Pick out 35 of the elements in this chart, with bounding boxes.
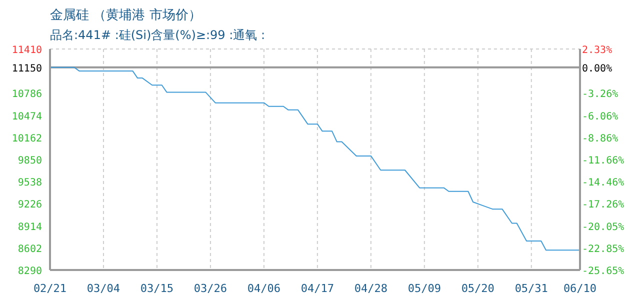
y-tick-label: 10786 xyxy=(12,89,42,100)
y-tick-label: 8602 xyxy=(18,244,42,255)
chart-title: 金属硅 （黄埔港 市场价） xyxy=(50,7,202,24)
y2-tick-label: -3.26% xyxy=(582,89,618,100)
x-tick-label: 03/04 xyxy=(86,282,120,295)
y-tick-label: 9850 xyxy=(18,156,42,166)
y2-tick-label: -14.46% xyxy=(582,178,624,189)
y-tick-label: 11410 xyxy=(12,45,42,56)
x-tick-label: 04/06 xyxy=(247,282,281,295)
y-tick-label: 10474 xyxy=(12,111,42,122)
y-tick-label: 8914 xyxy=(18,222,42,233)
y-tick-label: 8290 xyxy=(18,266,42,277)
x-tick-label: 03/26 xyxy=(194,282,228,295)
y-tick-label: 10162 xyxy=(12,133,42,144)
y2-tick-label: -6.06% xyxy=(582,111,618,122)
y-tick-label: 9538 xyxy=(18,178,42,189)
y2-tick-label: -22.85% xyxy=(582,244,624,255)
y2-tick-label: -25.65% xyxy=(582,266,624,277)
y2-tick-label: -8.86% xyxy=(582,133,618,144)
y-tick-label: 11150 xyxy=(12,63,42,74)
y2-tick-label: 0.00% xyxy=(582,63,612,74)
y2-tick-label: 2.33% xyxy=(582,45,612,56)
x-tick-label: 05/09 xyxy=(408,282,441,295)
x-tick-label: 05/31 xyxy=(514,282,548,295)
y2-tick-label: -11.66% xyxy=(582,156,624,166)
x-tick-label: 05/20 xyxy=(461,282,494,295)
x-tick-label: 06/10 xyxy=(563,282,597,295)
y2-tick-label: -17.26% xyxy=(582,200,624,211)
x-tick-label: 04/17 xyxy=(300,282,334,295)
y-tick-label: 9226 xyxy=(18,200,42,211)
x-tick-label: 02/21 xyxy=(33,282,67,295)
chart-subtitle: 品名:441# :硅(Si)含量(%)≥:99 :通氧 : xyxy=(50,27,266,44)
x-tick-label: 03/15 xyxy=(140,282,174,295)
x-tick-label: 04/28 xyxy=(354,282,388,295)
y2-tick-label: -20.05% xyxy=(582,222,624,233)
